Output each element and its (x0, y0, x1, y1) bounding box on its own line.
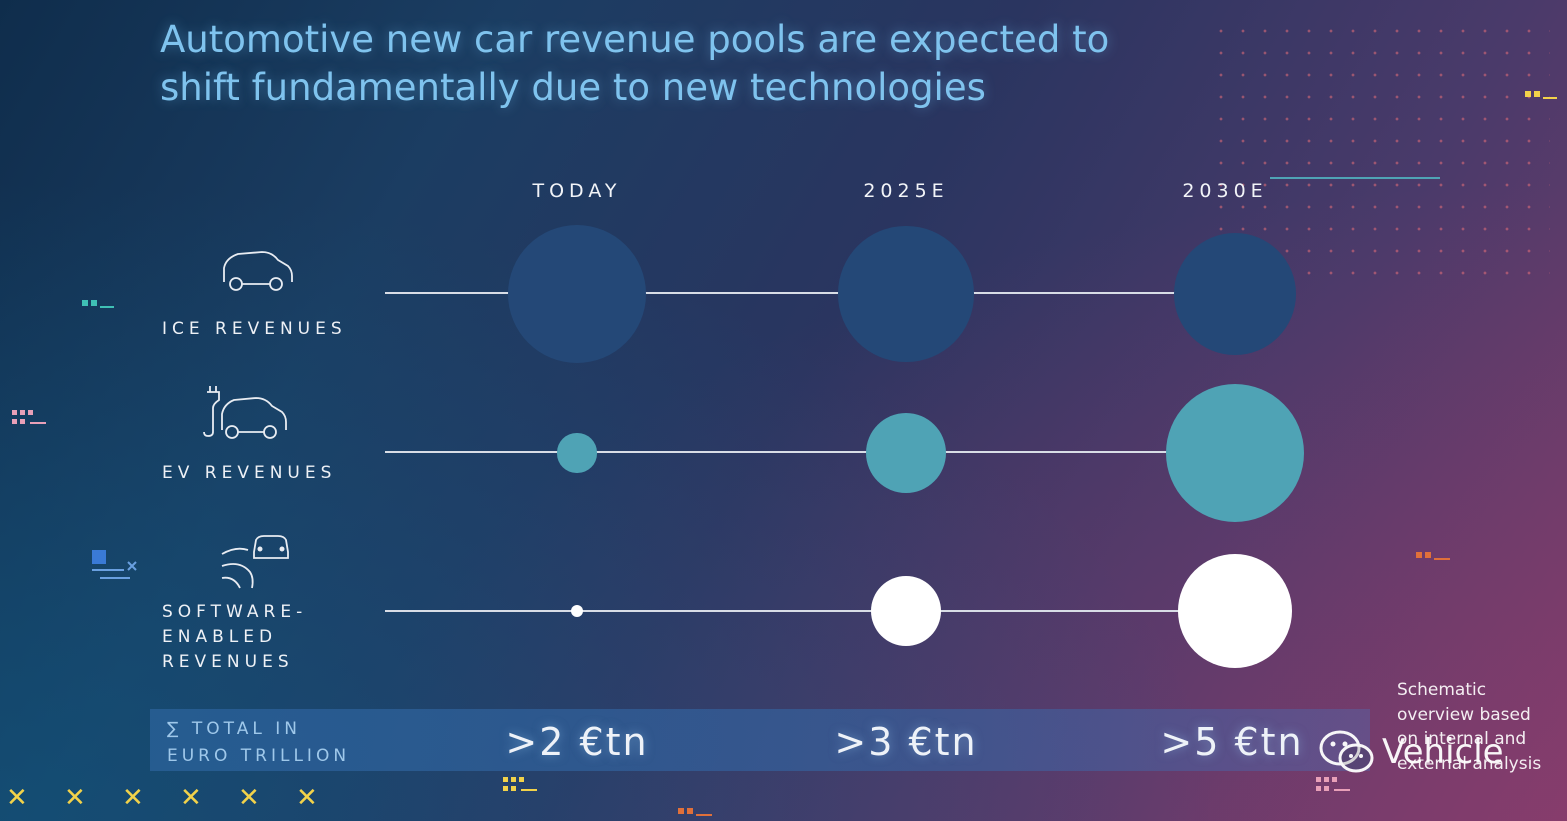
deco-square-blue (92, 550, 137, 579)
column-header-today: TODAY (532, 180, 622, 202)
schematic-note: Schematic overview based on internal and… (1397, 678, 1557, 776)
deco-dash-teal (82, 300, 114, 308)
wechat-icon (1319, 730, 1374, 773)
deco-dash-orange (1416, 552, 1450, 560)
software-bubble-today (571, 605, 583, 617)
ev-bubble-2025 (865, 412, 947, 494)
note-line-3: on internal and (1397, 729, 1527, 749)
row-label-software-line-1: SOFTWARE- (162, 602, 308, 622)
column-header-2030: 2030E (1182, 180, 1268, 202)
ice-bubble-2025 (838, 226, 974, 362)
row-label-ev-line: EV REVENUES (162, 463, 337, 483)
note-line-2: overview based (1397, 704, 1531, 725)
x-mark-icon: ✕ (6, 783, 28, 813)
deco-dash-yellow (1525, 91, 1557, 99)
total-value-today: >2 €tn (505, 720, 649, 764)
total-label: ∑ TOTAL IN EURO TRILLION (167, 716, 350, 770)
x-mark-icon: ✕ (122, 783, 144, 813)
x-mark-icon: ✕ (296, 783, 318, 813)
ice-bubble-today (508, 225, 646, 363)
page-title: Automotive new car revenue pools are exp… (160, 18, 1110, 109)
note-line-4: external analysis (1397, 753, 1542, 774)
total-value-2030: >5 €tn (1160, 720, 1304, 764)
total-value-2025: >3 €tn (834, 720, 978, 764)
ev-car-icon (203, 386, 287, 439)
total-label-line-2: EURO TRILLION (167, 746, 351, 766)
software-bubble-2030 (1178, 554, 1292, 668)
row-label-ice: ICE REVENUES (162, 317, 347, 342)
deco-dash-pink (12, 410, 46, 424)
total-bar (150, 709, 1370, 771)
software-track-line (385, 610, 1185, 612)
x-mark-icon: ✕ (180, 783, 202, 813)
watermark: Vehicle (1318, 728, 1504, 776)
ice-bubble-2030 (1174, 233, 1296, 355)
software-bubble-2025 (870, 575, 942, 647)
connected-car-icon (221, 535, 289, 589)
deco-dash-orange-bottom (678, 808, 712, 816)
column-header-2025: 2025E (863, 180, 949, 202)
note-line-1: Schematic (1397, 680, 1487, 700)
deco-dash-pink-bottom (1316, 777, 1350, 791)
row-label-ice-line: ICE REVENUES (162, 319, 347, 339)
deco-line-teal (1270, 177, 1440, 179)
ev-bubble-2030 (1166, 384, 1304, 522)
row-label-ev: EV REVENUES (162, 461, 336, 486)
watermark-text: Vehicle (1382, 732, 1504, 772)
row-label-software: SOFTWARE- ENABLED REVENUES (162, 600, 307, 675)
x-mark-icon: ✕ (64, 783, 86, 813)
ice-car-icon (223, 251, 293, 291)
row-label-software-line-2: ENABLED (162, 627, 278, 647)
ev-bubble-today (557, 433, 597, 473)
ev-track-line (385, 451, 1185, 453)
row-label-software-line-3: REVENUES (162, 652, 294, 672)
total-label-line-1: ∑ TOTAL IN (167, 719, 301, 739)
x-mark-icon: ✕ (238, 783, 260, 813)
deco-dash-yellow-bottom (503, 777, 537, 791)
ice-track-line (385, 292, 1185, 294)
